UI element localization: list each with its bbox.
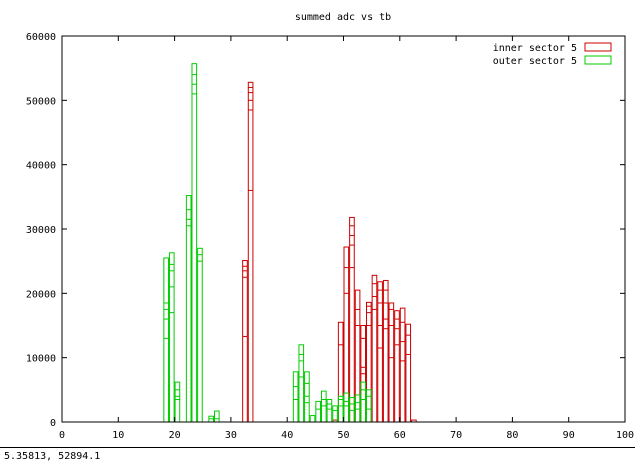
bar-group — [349, 216, 355, 423]
bar-group — [298, 344, 305, 423]
status-bar: 5.35813, 52894.1 — [0, 447, 635, 466]
bar-group — [388, 302, 395, 423]
bar — [168, 252, 175, 423]
bar-group — [197, 247, 203, 423]
bar-group — [360, 381, 367, 423]
bar-group — [242, 260, 248, 423]
bar — [366, 301, 372, 423]
bar-group — [349, 397, 355, 423]
bar-group — [343, 392, 350, 423]
bar — [185, 195, 192, 423]
bar-group — [399, 307, 406, 423]
chart-title: summed adc vs tb — [295, 12, 391, 23]
bar — [320, 390, 327, 423]
bar-group — [366, 301, 372, 423]
bar — [343, 246, 350, 423]
bar — [382, 279, 389, 423]
bar — [309, 415, 316, 423]
x-tick-label: 30 — [225, 430, 237, 441]
x-tick-label: 90 — [563, 430, 575, 441]
bar — [388, 302, 395, 423]
bar-group — [214, 410, 220, 423]
plot-frame — [61, 35, 626, 423]
bar — [371, 274, 378, 423]
bar-group — [163, 257, 169, 423]
bar-group — [360, 325, 367, 423]
bar-group — [168, 252, 175, 423]
bar — [360, 381, 367, 423]
x-tick-label: 40 — [281, 430, 293, 441]
bars-layer — [163, 63, 417, 423]
bar — [197, 247, 203, 423]
bar — [399, 307, 406, 423]
chart: summed adc vs tb 0 10 20 30 40 50 60 70 80 90 1000… — [26, 12, 634, 441]
bar-group — [337, 321, 344, 423]
bar — [242, 260, 248, 423]
bar — [366, 389, 372, 423]
x-tick-label: 60 — [394, 430, 406, 441]
bar-group — [354, 394, 361, 423]
bar-group — [394, 310, 400, 423]
bar — [191, 63, 198, 423]
legend-label: inner sector 5 — [493, 43, 577, 54]
x-tick-label: 70 — [450, 430, 462, 441]
bar — [298, 344, 305, 423]
x-tick-label: 20 — [169, 430, 181, 441]
bar-group — [191, 63, 198, 423]
bar-group — [337, 395, 344, 423]
bar — [292, 371, 299, 423]
y-tick-label: 50000 — [26, 96, 56, 107]
legend-label: outer sector 5 — [493, 56, 577, 67]
bar — [326, 398, 333, 423]
bar-group — [343, 246, 350, 423]
bar — [349, 216, 355, 423]
bar — [354, 394, 361, 423]
bar — [337, 395, 344, 423]
legend-swatch — [584, 42, 612, 52]
ticks-layer: 0 10 20 30 40 50 60 70 80 90 100 0 10000 20000 30000 40… — [26, 32, 634, 441]
bar-group — [174, 381, 181, 423]
x-tick-label: 10 — [112, 430, 124, 441]
y-tick-label: 0 — [50, 418, 56, 429]
bar-group — [309, 415, 316, 423]
bar — [405, 323, 412, 423]
bar — [163, 257, 169, 423]
bar — [214, 410, 220, 423]
coordinate-readout: 5.35813, 52894.1 — [4, 451, 101, 462]
bar-group — [320, 390, 327, 423]
legend: inner sector 5 outer sector 5 — [493, 42, 612, 67]
y-tick-label: 60000 — [26, 32, 56, 43]
bar-group — [371, 274, 378, 423]
bar-group — [292, 371, 299, 423]
x-tick-label: 0 — [59, 430, 65, 441]
bar-group — [326, 398, 333, 423]
bar-group — [315, 400, 321, 423]
y-tick-label: 30000 — [26, 225, 56, 236]
legend-swatch — [584, 55, 612, 65]
y-tick-label: 40000 — [26, 161, 56, 172]
bar-group — [366, 389, 372, 423]
bar — [315, 400, 321, 423]
bar-group — [247, 81, 254, 423]
y-tick-label: 10000 — [26, 354, 56, 365]
bar-group — [185, 195, 192, 423]
bar — [337, 321, 344, 423]
bar — [174, 381, 181, 423]
bar-group — [377, 281, 383, 423]
bar — [343, 392, 350, 423]
bar-group — [208, 415, 215, 423]
bar — [247, 81, 254, 423]
bar-group — [405, 323, 412, 423]
bar — [394, 310, 400, 423]
x-tick-label: 100 — [616, 430, 634, 441]
bar-group — [382, 279, 389, 423]
bar — [349, 397, 355, 423]
bar-group — [304, 371, 310, 423]
y-tick-label: 20000 — [26, 289, 56, 300]
x-tick-label: 80 — [506, 430, 518, 441]
x-tick-label: 50 — [337, 430, 349, 441]
bar — [304, 371, 310, 423]
